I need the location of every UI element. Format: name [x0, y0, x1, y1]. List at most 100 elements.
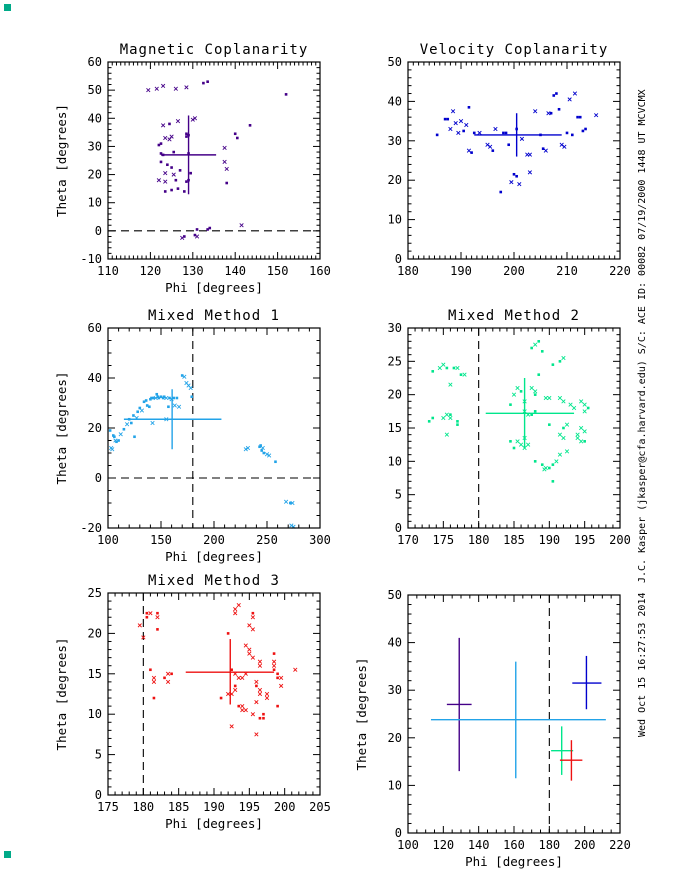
svg-text:40: 40 [88, 371, 102, 385]
plot-title: Mixed Method 2 [448, 308, 580, 324]
scatter-points [108, 374, 296, 529]
y-axis-label: Theta [degrees] [54, 638, 69, 751]
svg-text:40: 40 [88, 111, 102, 125]
svg-text:200: 200 [203, 533, 225, 547]
chart-svg-mixed-method-3: 175 180 185 190 195 200 205 0 5 10 15 20 25 Mixed Met… [54, 573, 331, 831]
svg-text:15: 15 [88, 667, 102, 681]
chart-svg-mixed-method-2: 170 175 180 185 190 195 200 0 5 10 15 20 25 30 Mixed M… [388, 308, 631, 547]
plot-frame [407, 327, 621, 529]
y-axis-label: Theta [degrees] [54, 104, 69, 217]
svg-text:200: 200 [503, 264, 525, 278]
svg-text:5: 5 [395, 488, 402, 502]
svg-text:0: 0 [395, 521, 402, 535]
svg-text:300: 300 [309, 533, 331, 547]
svg-text:30: 30 [388, 134, 402, 148]
plot-magnetic-coplanarity: 110 120 130 140 150 160 -10 0 10 20 30 40 50 60 Magnet… [54, 42, 331, 295]
svg-text:10: 10 [88, 707, 102, 721]
plot-title: Magnetic Coplanarity [120, 42, 309, 58]
svg-text:175: 175 [432, 533, 454, 547]
svg-text:175: 175 [97, 800, 119, 814]
axis-ticks [407, 594, 621, 834]
svg-text:0: 0 [95, 788, 102, 802]
chart-svg-method-comparison: 100 120 140 160 180 200 220 0 10 20 30 40 50 Phi [deg… [354, 588, 631, 869]
plot-title: Velocity Coplanarity [420, 42, 609, 58]
svg-text:15: 15 [388, 421, 402, 435]
dashed-reference-lines [108, 328, 320, 528]
axis-ticks [107, 592, 321, 796]
corner-marker-top [4, 4, 11, 11]
svg-text:220: 220 [609, 264, 631, 278]
plot-frame [107, 327, 321, 529]
svg-text:40: 40 [388, 94, 402, 108]
tick-labels: 170 175 180 185 190 195 200 0 5 10 15 20 25 30 [388, 321, 631, 547]
plot-frame [107, 592, 321, 796]
svg-text:30: 30 [88, 139, 102, 153]
svg-text:110: 110 [97, 264, 119, 278]
svg-text:150: 150 [150, 533, 172, 547]
y-axis-label: Theta [degrees] [354, 658, 369, 771]
plot-mixed-method-2: 170 175 180 185 190 195 200 0 5 10 15 20 25 30 Mixed M… [388, 308, 631, 547]
svg-text:20: 20 [388, 173, 402, 187]
timestamp-text: Wed Oct 15 16:27:53 2014 [637, 592, 648, 738]
svg-text:50: 50 [388, 588, 402, 602]
svg-text:100: 100 [97, 533, 119, 547]
svg-text:50: 50 [388, 55, 402, 69]
plot-title: Mixed Method 3 [148, 573, 280, 589]
plot-mixed-method-1: 100 150 200 250 300 -20 0 20 40 60 Mixed Method 1 P… [54, 308, 331, 564]
axis-ticks [407, 61, 621, 260]
svg-text:160: 160 [309, 264, 331, 278]
svg-text:10: 10 [388, 778, 402, 792]
svg-text:20: 20 [88, 168, 102, 182]
svg-text:150: 150 [267, 264, 289, 278]
svg-text:10: 10 [88, 196, 102, 210]
svg-text:180: 180 [132, 800, 154, 814]
svg-text:50: 50 [88, 83, 102, 97]
svg-text:30: 30 [388, 683, 402, 697]
x-axis-label: Phi [degrees] [165, 280, 263, 295]
tick-labels: 100 120 140 160 180 200 220 0 10 20 30 40 50 [388, 588, 631, 852]
svg-text:130: 130 [182, 264, 204, 278]
svg-text:200: 200 [274, 800, 296, 814]
mean-error-crosses [485, 378, 575, 448]
plot-title: Mixed Method 1 [148, 308, 280, 324]
plot-velocity-coplanarity: 180 190 200 210 220 0 10 20 30 40 50 Velocity Copla… [388, 42, 631, 278]
svg-text:0: 0 [95, 471, 102, 485]
mean-error-crosses [430, 637, 606, 781]
corner-marker-bottom [4, 851, 11, 858]
svg-text:25: 25 [88, 586, 102, 600]
svg-text:0: 0 [395, 252, 402, 266]
svg-text:60: 60 [88, 55, 102, 69]
mean-error-crosses [185, 639, 275, 705]
svg-text:180: 180 [397, 264, 419, 278]
svg-text:100: 100 [397, 838, 419, 852]
svg-text:20: 20 [88, 421, 102, 435]
chart-svg-mixed-method-1: 100 150 200 250 300 -20 0 20 40 60 Mixed Method 1 P… [54, 308, 331, 564]
svg-text:185: 185 [503, 533, 525, 547]
svg-text:250: 250 [256, 533, 278, 547]
svg-text:0: 0 [395, 826, 402, 840]
chart-svg-magnetic-coplanarity: 110 120 130 140 150 160 -10 0 10 20 30 40 50 60 Magnet… [54, 42, 331, 295]
svg-text:5: 5 [95, 748, 102, 762]
svg-text:180: 180 [468, 533, 490, 547]
plot-frame [407, 594, 621, 834]
svg-text:185: 185 [168, 800, 190, 814]
plot-frame [407, 61, 621, 260]
tick-labels: 110 120 130 140 150 160 -10 0 10 20 30 40 50 60 [80, 55, 331, 278]
axis-ticks [107, 327, 321, 529]
svg-text:205: 205 [309, 800, 331, 814]
axis-ticks [107, 61, 321, 260]
mean-error-crosses [474, 113, 562, 157]
svg-text:140: 140 [224, 264, 246, 278]
svg-text:210: 210 [556, 264, 578, 278]
svg-text:190: 190 [450, 264, 472, 278]
svg-text:10: 10 [388, 213, 402, 227]
svg-text:120: 120 [140, 264, 162, 278]
mean-error-crosses [123, 389, 222, 450]
svg-text:220: 220 [609, 838, 631, 852]
tick-labels: 180 190 200 210 220 0 10 20 30 40 50 [388, 55, 631, 278]
svg-text:-20: -20 [80, 521, 102, 535]
svg-text:140: 140 [468, 838, 490, 852]
svg-text:20: 20 [388, 388, 402, 402]
svg-text:200: 200 [609, 533, 631, 547]
